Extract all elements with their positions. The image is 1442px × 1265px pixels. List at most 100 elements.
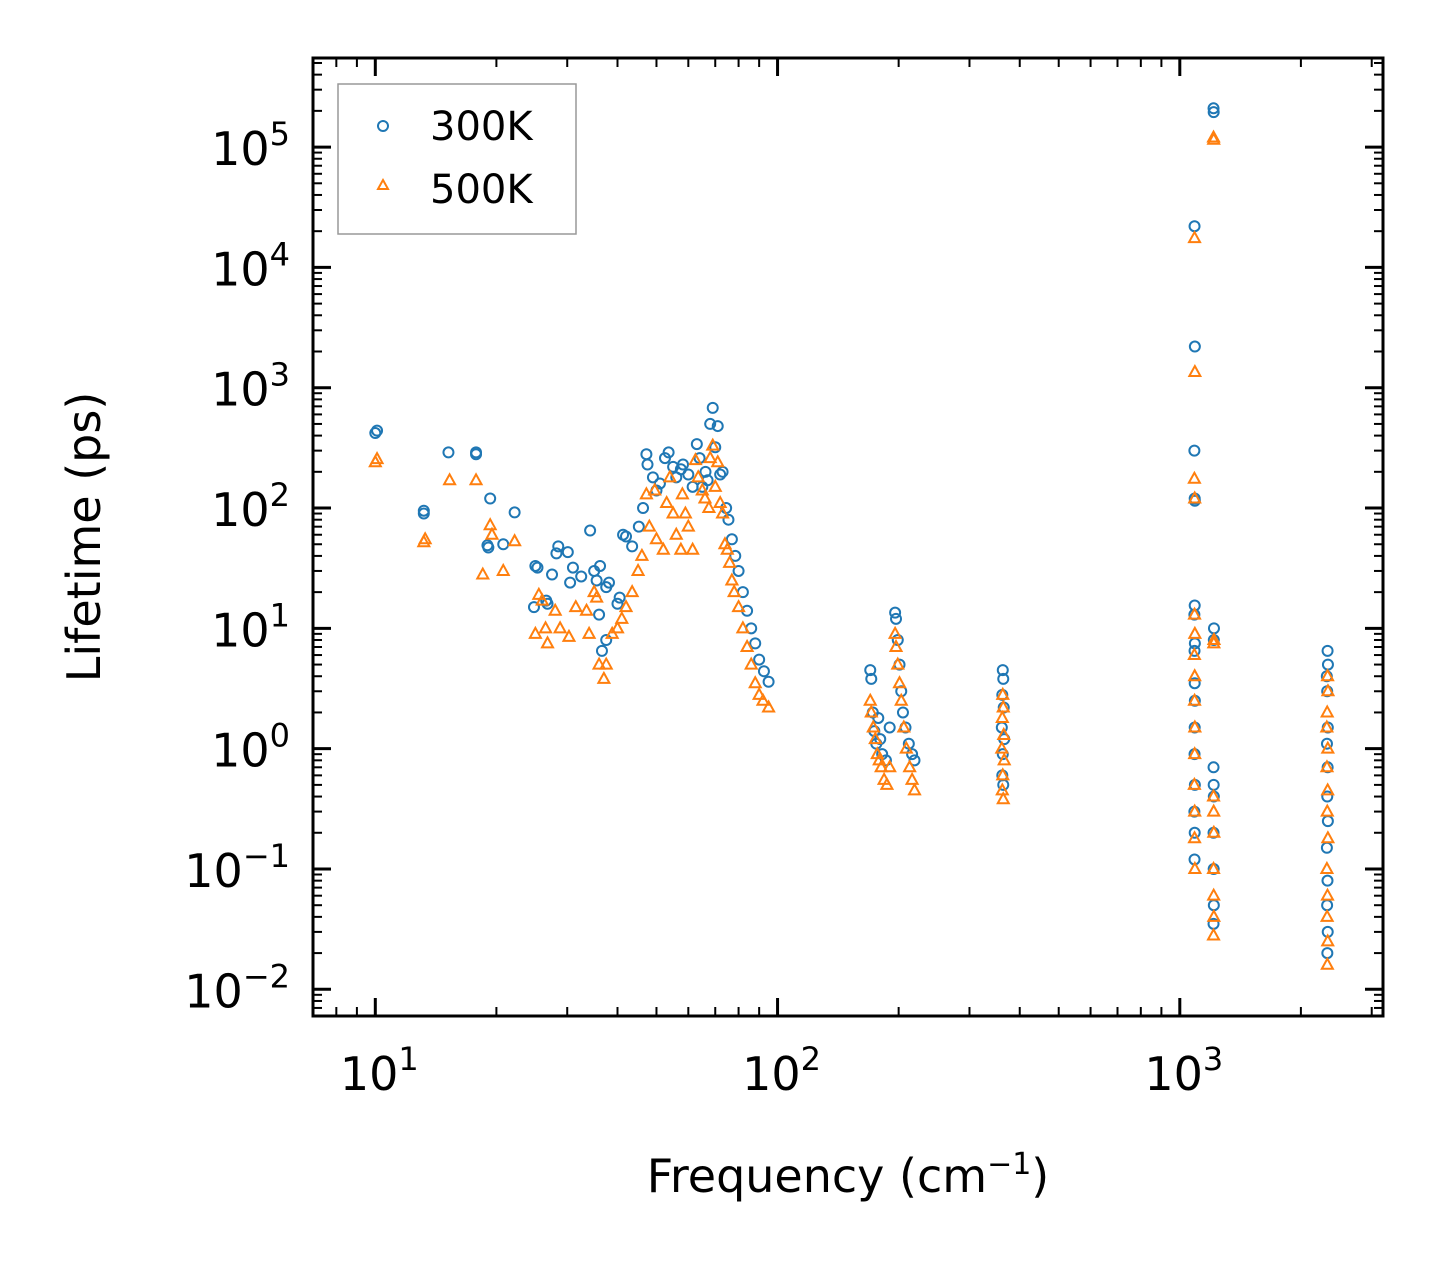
point-500k — [596, 670, 612, 684]
point-500k — [1187, 646, 1202, 661]
point-300k — [704, 417, 717, 430]
point-500k — [624, 584, 640, 598]
point-500k — [735, 620, 751, 634]
point-500k — [669, 526, 684, 540]
point-500k — [688, 452, 703, 466]
point-500k — [894, 692, 909, 706]
point-500k — [887, 625, 903, 639]
point-500k — [1187, 230, 1202, 244]
point-500k — [1320, 803, 1335, 817]
x-tick-label: 102 — [742, 1040, 821, 1101]
point-500k — [902, 759, 917, 773]
point-300k — [590, 574, 603, 587]
point-500k — [1320, 956, 1335, 970]
point-500k — [890, 656, 905, 670]
point-300k — [470, 448, 483, 461]
point-500k — [659, 494, 674, 509]
point-300k — [527, 601, 540, 614]
point-500k — [874, 759, 889, 773]
point-500k — [1206, 631, 1222, 646]
y-tick-label: 102 — [211, 476, 290, 537]
point-500k — [997, 752, 1012, 766]
point-300k — [1320, 737, 1333, 750]
legend-marker-500k — [376, 177, 390, 190]
point-500k — [892, 675, 907, 689]
point-500k — [907, 782, 922, 796]
point-500k — [1206, 824, 1222, 838]
point-500k — [739, 638, 755, 652]
point-300k — [575, 570, 588, 583]
point-500k — [705, 437, 720, 451]
y-tick-label: 105 — [211, 115, 290, 176]
point-500k — [475, 566, 490, 580]
point-500k — [1187, 470, 1202, 484]
point-500k — [1319, 908, 1335, 922]
point-300k — [753, 653, 766, 666]
point-300k — [632, 520, 645, 533]
point-500k — [1187, 490, 1202, 504]
point-500k — [715, 505, 730, 519]
point-500k — [1206, 908, 1222, 922]
point-500k — [1187, 746, 1202, 760]
point-300k — [662, 446, 675, 459]
point-300k — [706, 401, 719, 414]
point-300k — [442, 446, 455, 459]
point-300k — [722, 513, 735, 526]
point-300k — [1207, 102, 1220, 115]
point-500k — [720, 541, 735, 555]
point-300k — [864, 664, 877, 677]
point-300k — [1188, 444, 1201, 457]
point-500k — [996, 726, 1011, 740]
point-500k — [995, 709, 1010, 723]
point-500k — [442, 472, 457, 486]
point-500k — [1187, 860, 1203, 874]
point-300k — [637, 502, 650, 515]
point-300k — [890, 612, 903, 625]
point-300k — [1207, 761, 1220, 774]
point-500k — [591, 656, 607, 670]
point-500k — [552, 620, 568, 634]
point-300k — [646, 471, 659, 484]
point-300k — [732, 564, 745, 577]
point-300k — [749, 637, 762, 650]
point-500k — [1206, 788, 1221, 802]
point-500k — [1187, 803, 1202, 817]
point-500k — [662, 469, 678, 483]
point-300k — [1207, 622, 1220, 635]
point-500k — [863, 692, 878, 706]
point-500k — [697, 490, 713, 504]
y-tick-label: 101 — [211, 596, 290, 657]
point-500k — [547, 602, 563, 616]
point-300k — [584, 524, 597, 537]
point-500k — [1187, 830, 1202, 844]
legend-label-500k: 500K — [430, 167, 534, 213]
point-500k — [1320, 668, 1335, 682]
point-500k — [1187, 692, 1202, 706]
point-500k — [630, 562, 646, 576]
tick-labels: 101 102 103 10−2 10−1 100 101 102 103 104 105 — [184, 115, 1223, 1101]
point-300k — [1188, 644, 1201, 657]
y-tick-label: 103 — [211, 356, 290, 417]
x-axis-label: Frequency (cm−1) — [647, 1147, 1050, 1203]
point-300k — [564, 576, 577, 589]
y-tick-label: 104 — [211, 235, 290, 296]
point-500k — [484, 526, 500, 540]
point-500k — [1320, 683, 1336, 697]
point-500k — [665, 505, 681, 519]
point-300k — [550, 547, 563, 560]
point-500k — [755, 692, 771, 706]
point-500k — [1187, 625, 1203, 639]
point-300k — [906, 748, 919, 761]
point-300k — [676, 458, 689, 471]
point-300k — [508, 506, 521, 519]
point-300k — [889, 606, 902, 619]
x-tick-label: 103 — [1144, 1040, 1223, 1101]
point-300k — [1188, 677, 1201, 690]
point-500k — [579, 602, 594, 616]
point-500k — [1206, 803, 1221, 817]
point-500k — [1206, 131, 1221, 145]
point-300k — [711, 420, 724, 433]
point-500k — [722, 554, 737, 568]
point-500k — [1319, 860, 1335, 874]
point-500k — [656, 541, 671, 555]
